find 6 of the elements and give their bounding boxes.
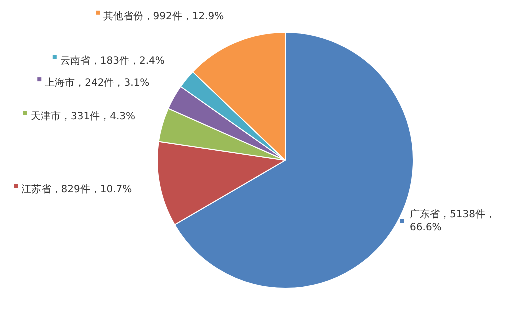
legend-label: 云南省，183件，2.4% [60, 54, 165, 67]
legend-label: 广东省，5138件，66.6% [410, 208, 496, 234]
legend-label: 江苏省，829件，10.7% [21, 184, 132, 196]
legend-label: 天津市，331件，4.3% [31, 110, 136, 123]
legend-label: 其他省份，992件，12.9% [103, 10, 224, 22]
legend-label: 上海市，242件，3.1% [45, 77, 150, 90]
